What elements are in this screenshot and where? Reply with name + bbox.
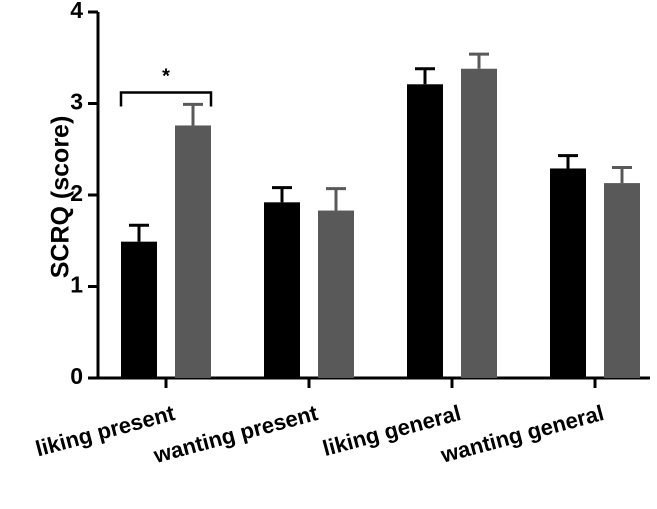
bar: [550, 168, 586, 378]
bar: [407, 84, 443, 378]
bar: [318, 210, 354, 378]
y-tick-label: 2: [70, 180, 83, 206]
x-category-label: wanting general: [437, 400, 606, 468]
bar: [264, 202, 300, 378]
x-category-label: wanting present: [150, 400, 321, 468]
y-tick-label: 3: [70, 89, 83, 115]
bar: [121, 241, 157, 378]
significance-bracket: [119, 91, 213, 107]
y-tick-label: 4: [70, 0, 83, 23]
bar: [175, 125, 211, 379]
y-axis-title: SCRQ (score): [47, 116, 75, 279]
y-tick-label: 1: [70, 272, 83, 298]
bar: [461, 68, 497, 378]
bar: [604, 183, 640, 378]
y-tick-label: 0: [70, 363, 83, 389]
significance-star: *: [162, 66, 170, 88]
